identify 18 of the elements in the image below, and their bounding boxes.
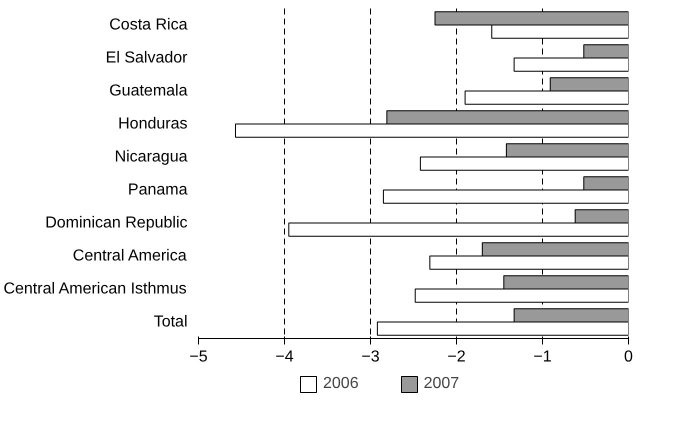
y-tick-label: Costa Rica — [109, 16, 188, 34]
y-tick-label: Central America — [72, 248, 187, 264]
x-tick-label: −3 — [361, 348, 380, 366]
y-tick-label: El Salvador — [106, 50, 188, 66]
x-tick-label: −5 — [189, 348, 208, 366]
legend-label: 2007 — [424, 375, 460, 393]
y-tick-label: Panama — [128, 182, 188, 198]
y-tick-label: Central American Isthmus — [3, 280, 187, 298]
x-tick-label: −4 — [275, 348, 294, 366]
y-tick-label: Honduras — [118, 116, 188, 132]
y-tick-label: Dominican Republic — [45, 214, 188, 232]
legend-label: 2006 — [323, 375, 359, 393]
x-tick-label: −2 — [447, 348, 466, 366]
x-tick-label: 0 — [624, 348, 634, 366]
x-tick-label: −1 — [533, 348, 552, 366]
y-tick-label: Nicaragua — [114, 148, 188, 166]
y-tick-label: Total — [154, 314, 188, 330]
y-tick-label: Guatemala — [109, 82, 188, 100]
